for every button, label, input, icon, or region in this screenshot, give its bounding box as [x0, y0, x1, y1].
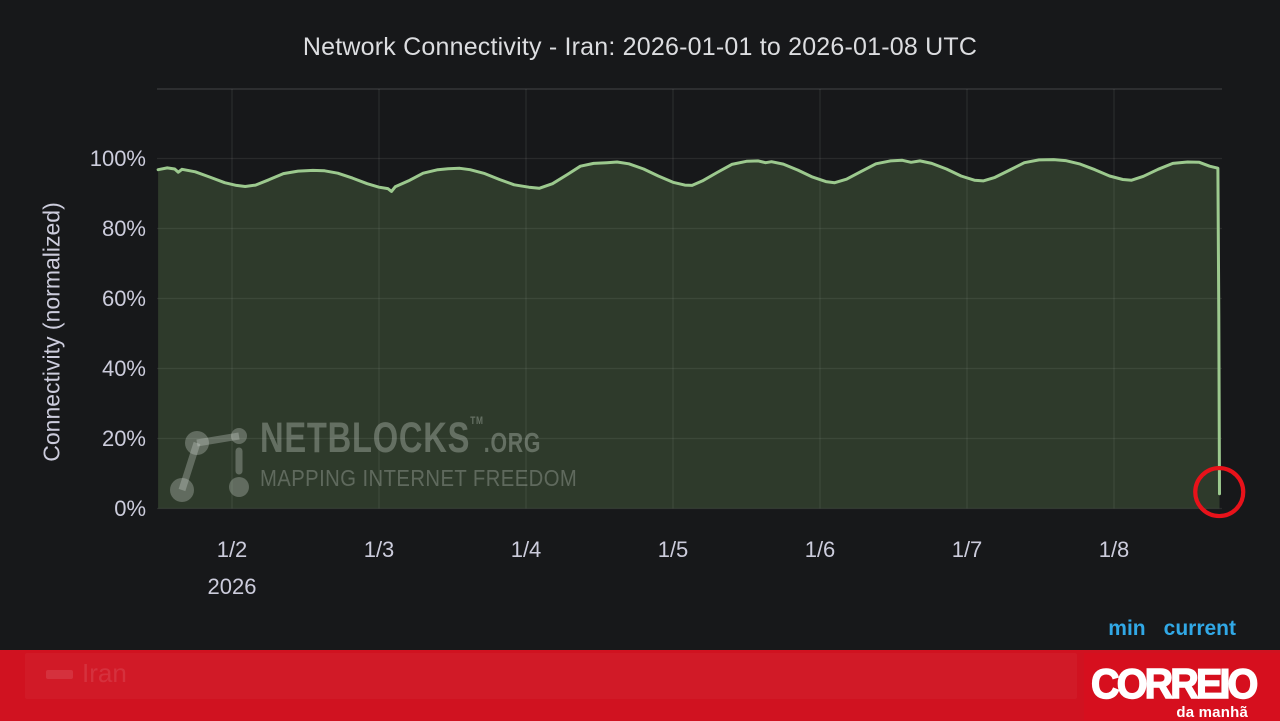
- connectivity-drop-annotation-circle: [1193, 465, 1246, 519]
- legend-row-ghost: [25, 653, 1077, 699]
- x-tick-label: 1/6: [804, 537, 836, 562]
- watermark-brand: NETBLOCKS: [260, 414, 471, 462]
- news-ticker-banner: Iran CORREIO da manhã: [0, 650, 1280, 721]
- y-tick-label: 100%: [89, 145, 146, 171]
- legend-min-header[interactable]: min: [1108, 617, 1146, 640]
- y-tick-label: 0%: [114, 495, 146, 521]
- legend-current-header[interactable]: current: [1163, 617, 1236, 640]
- y-tick-label: 20%: [101, 425, 146, 451]
- x-axis-year-label: 2026: [207, 574, 257, 599]
- netblocks-network-icon: [170, 428, 249, 502]
- x-tick-label: 1/4: [510, 537, 542, 562]
- legend-series-iran: Iran: [82, 658, 127, 688]
- correio-logo-title: CORREIO: [1090, 660, 1259, 707]
- x-tick-label: 1/8: [1098, 537, 1130, 562]
- chart-title: Network Connectivity - Iran: 2026-01-01 …: [302, 33, 978, 61]
- x-tick-label: 1/5: [657, 537, 689, 562]
- watermark-tm: TM: [470, 415, 484, 427]
- series-color-swatch: [46, 670, 73, 679]
- x-tick-label: 1/7: [951, 537, 983, 562]
- y-tick-label: 40%: [101, 355, 146, 381]
- legend-calc-headers: min current: [1108, 617, 1236, 641]
- correio-logo-subtitle: da manhã: [1176, 704, 1248, 721]
- y-tick-label: 60%: [101, 285, 146, 311]
- watermark-tagline: MAPPING INTERNET FREEDOM: [260, 465, 578, 491]
- x-tick-label: 1/2: [216, 537, 248, 562]
- x-tick-label: 1/3: [363, 537, 395, 562]
- watermark-org: .ORG: [483, 427, 542, 458]
- correio-da-manha-logo: CORREIO da manhã: [1084, 653, 1280, 721]
- y-tick-label: 80%: [101, 215, 146, 241]
